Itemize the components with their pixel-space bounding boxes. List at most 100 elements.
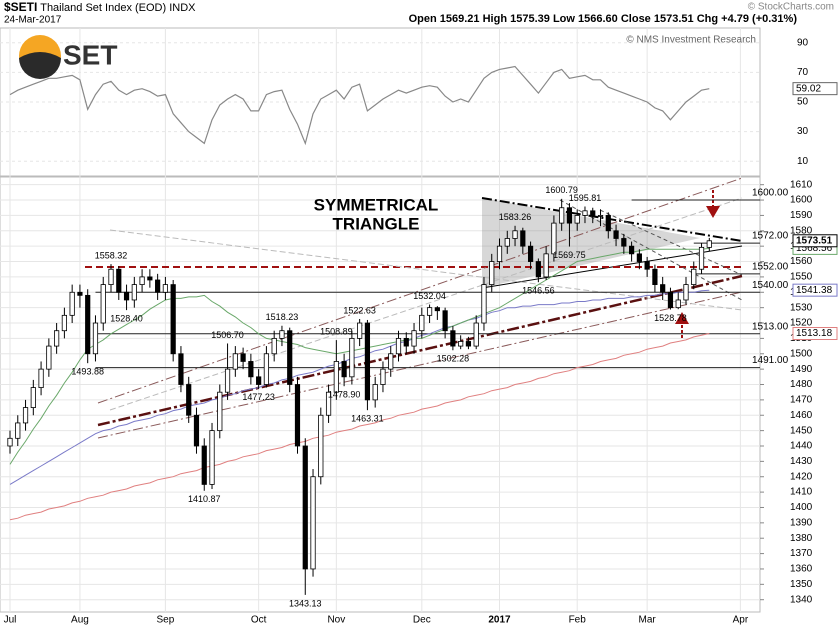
y-tick-label: 1450 xyxy=(790,425,813,436)
fan-line xyxy=(599,209,743,276)
extreme-label: 1546.56 xyxy=(522,286,555,296)
x-tick-label: Aug xyxy=(71,615,89,626)
candle-body xyxy=(652,268,658,285)
candle-body xyxy=(162,284,168,293)
y-tick-label: 1500 xyxy=(790,348,813,359)
candle-body xyxy=(613,230,619,239)
y-tick-label: 1490 xyxy=(790,364,813,375)
candle-body xyxy=(520,230,526,247)
level-label: 1572.00 xyxy=(752,231,789,242)
candle-body xyxy=(660,284,666,293)
x-tick-label: Dec xyxy=(413,615,431,626)
candle-body xyxy=(566,207,573,224)
y-tick-label: 1390 xyxy=(790,517,813,528)
value-box xyxy=(792,234,838,248)
arrow-up xyxy=(675,312,689,324)
candle-body xyxy=(186,384,192,416)
extreme-label: 1463.31 xyxy=(351,414,384,424)
triangle-bottom xyxy=(481,245,743,289)
value-box xyxy=(792,327,838,341)
extreme-label: 1477.23 xyxy=(242,392,275,402)
x-tick-label: Sep xyxy=(157,615,175,626)
candle-body xyxy=(527,245,534,262)
index-name: Thailand Set Index (EOD) xyxy=(40,2,166,14)
candle-body xyxy=(419,314,425,332)
price-panel xyxy=(0,176,761,613)
moving-average xyxy=(9,289,710,485)
y-tick-label: 1360 xyxy=(790,564,813,575)
candle-body xyxy=(7,437,13,447)
x-tick-label: Jul xyxy=(4,615,17,626)
candle-body xyxy=(92,322,99,355)
candle-body xyxy=(559,207,565,224)
candle-body xyxy=(644,261,650,270)
candle-body xyxy=(496,245,503,262)
candle-body xyxy=(108,268,114,285)
exchange: INDX xyxy=(169,2,196,14)
candle-body xyxy=(69,291,75,316)
candle-body xyxy=(302,445,308,570)
logo-wave xyxy=(19,52,61,79)
label: Chg xyxy=(697,13,718,25)
extreme-label: 1528.78 xyxy=(654,313,687,323)
y-tick-label: 1460 xyxy=(790,410,813,421)
value: 1575.39 xyxy=(510,13,550,25)
value: 1569.21 xyxy=(440,13,480,25)
y-tick-label: 1340 xyxy=(790,594,813,605)
research-credit: © NMS Investment Research xyxy=(626,35,756,46)
candle-body xyxy=(675,299,681,309)
value-box xyxy=(792,82,838,96)
candle-body xyxy=(411,330,417,347)
marks: 1340 1350 1360 1370 1380 1390 1400 1410 1420 1430… xyxy=(4,37,838,626)
candle-body xyxy=(147,276,153,281)
annotation: TRIANGLE xyxy=(333,214,420,233)
label: Open xyxy=(409,13,437,25)
candle-body xyxy=(341,361,347,378)
extreme-label: 1595.81 xyxy=(569,193,602,203)
candle-body xyxy=(706,240,712,248)
candle-body xyxy=(232,353,238,370)
channel-top xyxy=(97,177,743,404)
level-label: 1600.00 xyxy=(752,188,789,199)
candle-body xyxy=(325,391,332,416)
candle-body xyxy=(333,361,339,393)
candle-body xyxy=(512,230,518,239)
candle-body xyxy=(256,376,262,385)
x-tick-label: Nov xyxy=(327,615,345,626)
y-tick-label: 1610 xyxy=(790,179,813,190)
candle-body xyxy=(123,291,130,301)
extreme-label: 1558.32 xyxy=(95,250,128,260)
candle-body xyxy=(22,407,29,424)
annotation: SYMMETRICAL xyxy=(314,195,439,214)
x-tick-label: Mar xyxy=(639,615,657,626)
y-tick-label: 1530 xyxy=(790,302,813,313)
x-tick-label: Apr xyxy=(733,615,749,626)
rsi-tick-label: 30 xyxy=(797,126,809,137)
level-label: 1513.00 xyxy=(752,321,789,332)
candle-body xyxy=(551,222,557,255)
rsi-tick-label: 50 xyxy=(797,97,809,108)
logo-text: SET xyxy=(63,39,117,70)
fan-line xyxy=(109,229,743,311)
y-tick-label: 1550 xyxy=(790,272,813,283)
candle-body xyxy=(426,307,433,316)
rsi-tick-label: 90 xyxy=(797,37,809,48)
candle-body xyxy=(279,330,285,339)
candle-body xyxy=(77,291,83,296)
candle-body xyxy=(504,238,510,247)
candle-body xyxy=(621,238,627,247)
channel-bottom xyxy=(97,291,743,439)
value-box-label: 1541.38 xyxy=(796,285,833,296)
extreme-label: 1343.13 xyxy=(289,598,322,608)
y-tick-label: 1580 xyxy=(790,225,813,236)
value-box-label: 1568.56 xyxy=(796,243,833,254)
candle-body xyxy=(458,341,464,347)
candle-body xyxy=(318,414,324,478)
y-tick-label: 1400 xyxy=(790,502,813,513)
candle-body xyxy=(209,430,215,485)
symbol: $SETI xyxy=(4,0,37,14)
value-box-label: 59.02 xyxy=(796,83,821,94)
extreme-label: 1502.28 xyxy=(437,354,470,364)
candle-body xyxy=(481,284,487,324)
candle-body xyxy=(349,337,355,378)
